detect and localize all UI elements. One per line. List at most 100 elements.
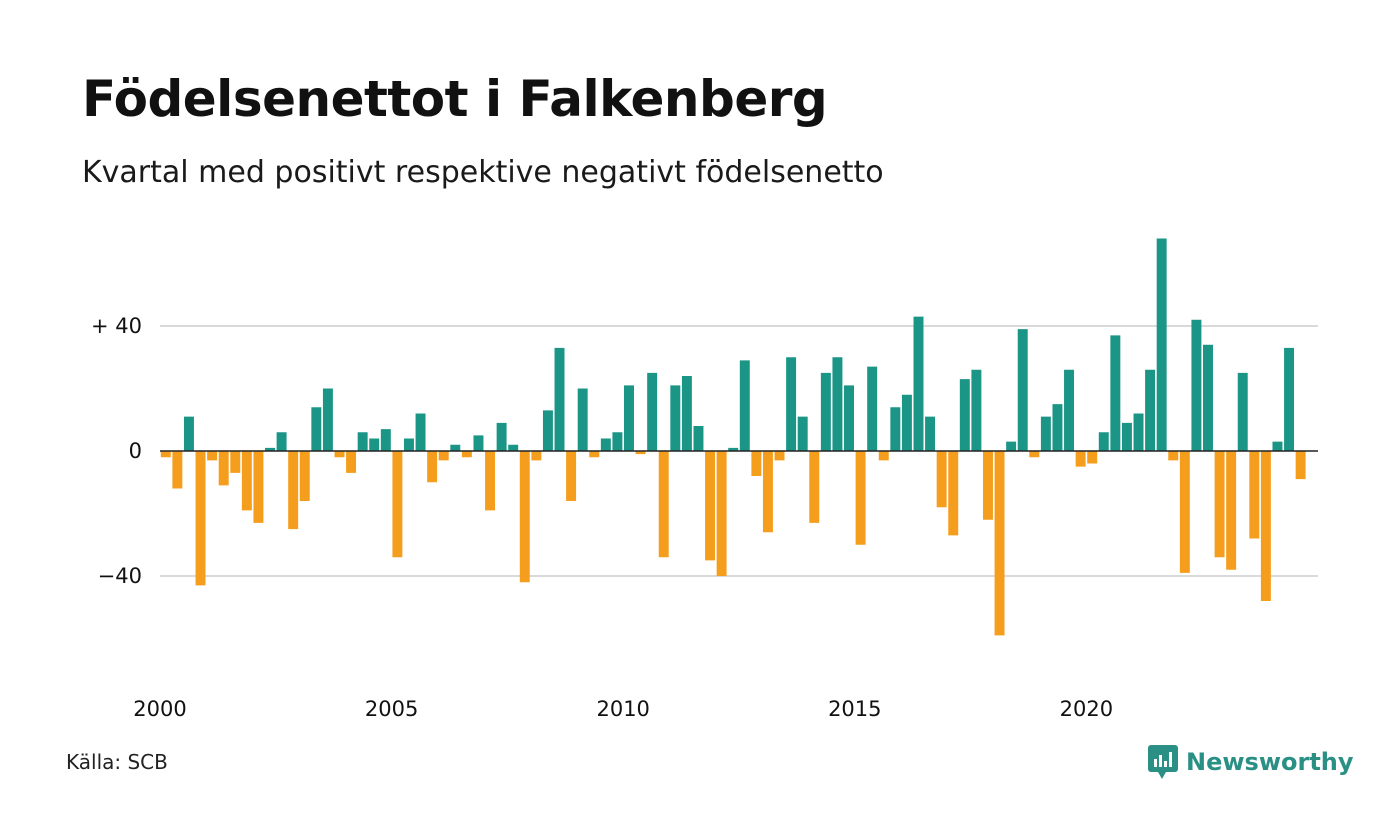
bar-positive — [1133, 413, 1144, 451]
bar-positive — [415, 413, 426, 451]
bar-positive — [1017, 329, 1028, 452]
bar-negative — [288, 451, 299, 530]
bar-negative — [809, 451, 820, 523]
bar-negative — [1179, 451, 1190, 573]
bar-negative — [346, 451, 357, 473]
bar-positive — [380, 429, 391, 452]
bar-positive — [624, 385, 634, 452]
y-tick-label: 0 — [129, 439, 142, 463]
bar-negative — [392, 451, 403, 558]
bar-negative — [658, 451, 669, 558]
bar-positive — [681, 376, 692, 451]
bar-positive — [739, 360, 750, 452]
bar-positive — [844, 385, 854, 452]
bar-negative — [855, 451, 866, 545]
bar-positive — [369, 438, 380, 451]
x-tick-label: 2020 — [1060, 697, 1113, 721]
bar-positive — [820, 372, 831, 452]
bar-negative — [195, 451, 206, 586]
grid-lines — [160, 325, 1318, 577]
bar-positive — [276, 432, 287, 451]
bar-positive — [1191, 319, 1202, 451]
bar-positive — [1284, 347, 1295, 452]
bar-negative — [1249, 451, 1260, 539]
bar-negative — [519, 451, 530, 583]
bar-positive — [959, 379, 970, 452]
bar-negative — [751, 451, 762, 476]
bar-positive — [1272, 441, 1283, 452]
bar-positive — [1156, 238, 1167, 451]
bar-positive — [577, 388, 588, 451]
bar-positive — [670, 385, 681, 452]
brand-name: Newsworthy — [1186, 748, 1354, 776]
bar-positive — [832, 357, 843, 451]
bar-positive — [542, 410, 553, 452]
bar-positive — [554, 347, 565, 452]
bar-positive — [311, 407, 322, 451]
bar-negative — [461, 451, 472, 458]
bar-positive — [403, 438, 414, 451]
bar-negative — [485, 451, 496, 511]
bar-positive — [1121, 422, 1132, 452]
bar-negative — [566, 451, 577, 501]
x-axis-ticks: 2000 2005 2010 2015 2020 — [133, 697, 1113, 721]
y-tick-label: −40 — [98, 564, 142, 588]
bar-negative — [635, 451, 646, 455]
bar-positive — [797, 416, 808, 452]
bar-negative — [207, 451, 218, 461]
bar-positive — [1040, 416, 1051, 452]
bar-negative — [948, 451, 959, 536]
bar-negative — [936, 451, 947, 508]
bar-positive — [357, 432, 368, 451]
bar-positive — [508, 444, 519, 451]
bar-chart: + 40 0 −40 2000 2005 2010 2015 2020 — [91, 238, 1318, 721]
brand-logo: Newsworthy — [1148, 744, 1354, 780]
bar-negative — [589, 451, 600, 458]
bar-negative — [1260, 451, 1271, 601]
bar-positive — [183, 416, 194, 452]
bar-positive — [450, 444, 461, 451]
bar-negative — [705, 451, 716, 561]
bar-positive — [925, 416, 936, 452]
bar-positive — [867, 366, 878, 452]
bar-negative — [716, 451, 727, 576]
bar-negative — [1075, 451, 1086, 467]
bar-positive — [913, 316, 924, 452]
bar-negative — [218, 451, 229, 486]
bar-positive — [728, 447, 739, 452]
chart-subtitle: Kvartal med positivt respektive negativt… — [82, 155, 884, 190]
bar-negative — [982, 451, 993, 520]
bar-negative — [1168, 451, 1179, 461]
source-note: Källa: SCB — [66, 750, 168, 774]
y-axis-ticks: + 40 0 −40 — [91, 314, 142, 588]
bar-positive — [1052, 404, 1063, 452]
bar-positive — [1110, 335, 1121, 452]
bar-negative — [1087, 451, 1098, 464]
x-tick-label: 2005 — [365, 697, 418, 721]
x-tick-label: 2015 — [828, 697, 881, 721]
bar-negative — [774, 451, 785, 461]
x-tick-label: 2010 — [596, 697, 649, 721]
bar-positive — [612, 432, 623, 451]
chart-title: Födelsenettot i Falkenberg — [82, 70, 828, 128]
bar-positive — [901, 394, 912, 451]
bar-negative — [438, 451, 449, 461]
x-tick-label: 2000 — [133, 697, 186, 721]
bar-positive — [1098, 432, 1109, 451]
bar-negative — [762, 451, 773, 533]
bar-positive — [600, 438, 611, 451]
bar-positive — [971, 369, 982, 451]
bar-negative — [334, 451, 345, 458]
bar-negative — [241, 451, 252, 511]
bar-positive — [786, 357, 797, 451]
bar-negative — [253, 451, 264, 523]
bar-positive — [1145, 369, 1156, 451]
bar-positive — [1237, 372, 1248, 452]
bar-positive — [322, 388, 333, 451]
bar-positive — [496, 422, 507, 452]
bar-negative — [994, 451, 1005, 636]
bar-negative — [1295, 451, 1306, 480]
bar-positive — [693, 426, 704, 451]
bar-positive — [890, 407, 901, 451]
bar-negative — [1214, 451, 1225, 558]
